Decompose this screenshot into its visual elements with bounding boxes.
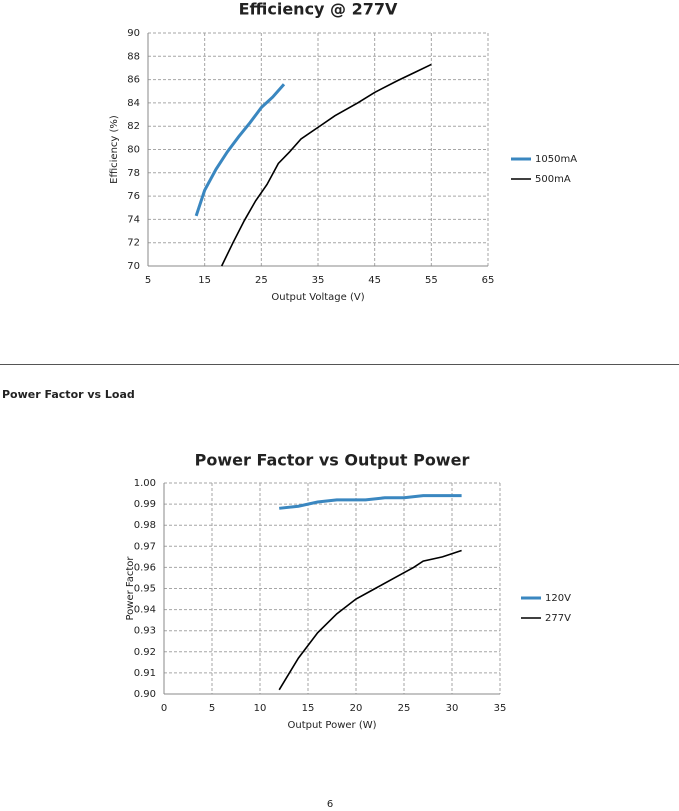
chart-title: Power Factor vs Output Power [195, 451, 470, 470]
x-tick-label: 10 [254, 703, 267, 714]
x-tick-label: 20 [350, 703, 363, 714]
x-tick-label: 65 [482, 275, 495, 286]
legend-label: 277V [545, 613, 571, 624]
y-tick-label: 0.91 [134, 668, 156, 679]
x-tick-label: 35 [494, 703, 507, 714]
x-tick-label: 55 [425, 275, 438, 286]
x-axis-title: Output Voltage (V) [271, 292, 364, 303]
page-number: 6 [327, 799, 333, 810]
y-tick-label: 88 [127, 51, 140, 62]
data-line [279, 494, 462, 510]
x-axis-title: Output Power (W) [287, 720, 376, 731]
y-tick-label: 0.92 [134, 647, 156, 658]
y-tick-label: 78 [127, 168, 140, 179]
y-tick-label: 0.97 [134, 541, 156, 552]
x-tick-label: 45 [368, 275, 381, 286]
section-heading: Power Factor vs Load [2, 388, 135, 401]
x-tick-label: 15 [198, 275, 211, 286]
y-tick-label: 72 [127, 238, 140, 249]
y-tick-label: 0.94 [134, 605, 156, 616]
y-tick-label: 84 [127, 98, 140, 109]
y-tick-label: 0.96 [134, 562, 156, 573]
legend-label: 120V [545, 593, 571, 604]
x-tick-label: 5 [145, 275, 151, 286]
x-tick-label: 25 [398, 703, 411, 714]
x-tick-label: 5 [209, 703, 215, 714]
y-tick-label: 80 [127, 145, 140, 156]
x-tick-label: 15 [302, 703, 315, 714]
x-tick-label: 0 [161, 703, 167, 714]
y-tick-label: 0.99 [134, 499, 156, 510]
y-axis-title: Power Factor [125, 556, 136, 621]
y-tick-label: 0.95 [134, 584, 156, 595]
y-tick-label: 90 [127, 28, 140, 39]
y-tick-label: 0.90 [134, 689, 156, 700]
data-line [220, 63, 432, 267]
y-tick-label: 86 [127, 75, 140, 86]
y-tick-label: 76 [127, 191, 140, 202]
data-line [278, 549, 462, 691]
y-axis-title: Efficiency (%) [109, 115, 120, 184]
y-tick-label: 74 [127, 214, 140, 225]
chart-title: Efficiency @ 277V [239, 0, 398, 19]
y-tick-label: 0.93 [134, 626, 156, 637]
data-line [194, 83, 286, 217]
x-tick-label: 35 [312, 275, 325, 286]
x-tick-label: 30 [446, 703, 459, 714]
y-tick-label: 0.98 [134, 520, 156, 531]
legend-label: 500mA [535, 174, 571, 185]
y-tick-label: 1.00 [134, 478, 156, 489]
y-tick-label: 70 [127, 261, 140, 272]
legend-label: 1050mA [535, 154, 577, 165]
x-tick-label: 25 [255, 275, 268, 286]
y-tick-label: 82 [127, 121, 140, 132]
